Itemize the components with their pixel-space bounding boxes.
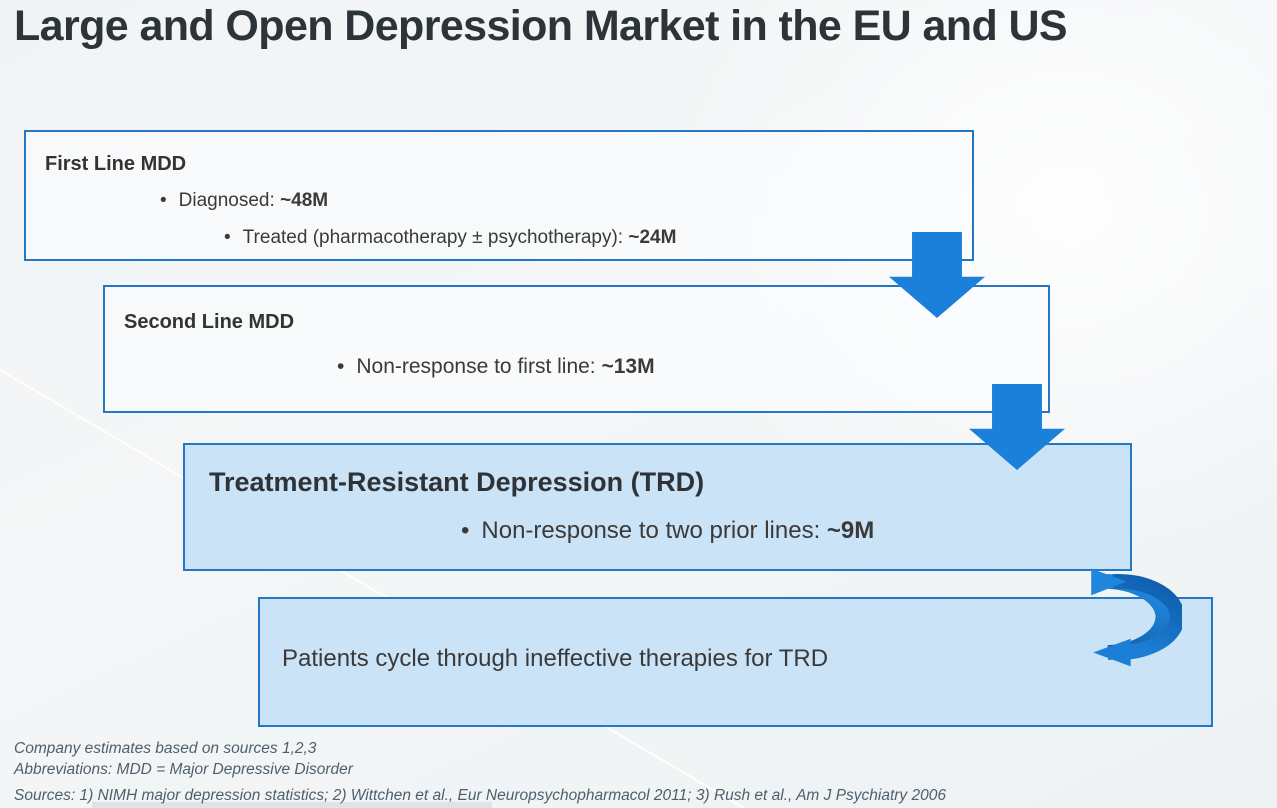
bullet-icon: • [160, 190, 167, 211]
footnote-sources: Sources: 1) NIMH major depression statis… [14, 787, 946, 804]
footnote-abbreviations: Abbreviations: MDD = Major Depressive Di… [14, 761, 353, 778]
trd-box: Treatment-Resistant Depression (TRD) • No… [183, 443, 1132, 571]
bullet-icon: • [337, 355, 345, 378]
diagnosed-text: Diagnosed: [178, 190, 281, 211]
non-response-two-value: ~9M [826, 517, 875, 544]
non-response-two-text: Non-response to two prior lines: [481, 517, 827, 544]
non-response-first-bullet: • Non-response to first line: ~13M [337, 355, 655, 379]
second-line-mdd-heading: Second Line MDD [124, 311, 295, 333]
diagnosed-value: ~48M [280, 190, 329, 211]
non-response-two-bullet: • Non-response to two prior lines: ~9M [461, 517, 874, 545]
cycle-message-box: Patients cycle through ineffective thera… [258, 597, 1213, 727]
footnote-company-estimates: Company estimates based on sources 1,2,3 [14, 740, 317, 757]
treated-bullet: • Treated (pharmacotherapy ± psychotherap… [224, 227, 676, 249]
first-line-mdd-heading: First Line MDD [45, 153, 187, 175]
bullet-icon: • [461, 517, 470, 544]
slide-title: Large and Open Depression Market in the … [14, 2, 1068, 50]
cycle-arrows-icon [1091, 568, 1182, 667]
trd-heading: Treatment-Resistant Depression (TRD) [209, 467, 705, 497]
treated-value: ~24M [628, 227, 677, 248]
non-response-first-text: Non-response to first line: [356, 355, 602, 378]
cycle-message-text: Patients cycle through ineffective thera… [282, 645, 829, 672]
non-response-first-value: ~13M [601, 355, 655, 378]
second-line-mdd-box: Second Line MDD • Non-response to first l… [103, 285, 1050, 413]
first-line-mdd-box: First Line MDD • Diagnosed: ~48M • Treated… [24, 130, 974, 261]
diagnosed-bullet: • Diagnosed: ~48M [160, 190, 328, 212]
bullet-icon: • [224, 227, 231, 248]
treated-text: Treated (pharmacotherapy ± psychotherapy… [242, 227, 629, 248]
